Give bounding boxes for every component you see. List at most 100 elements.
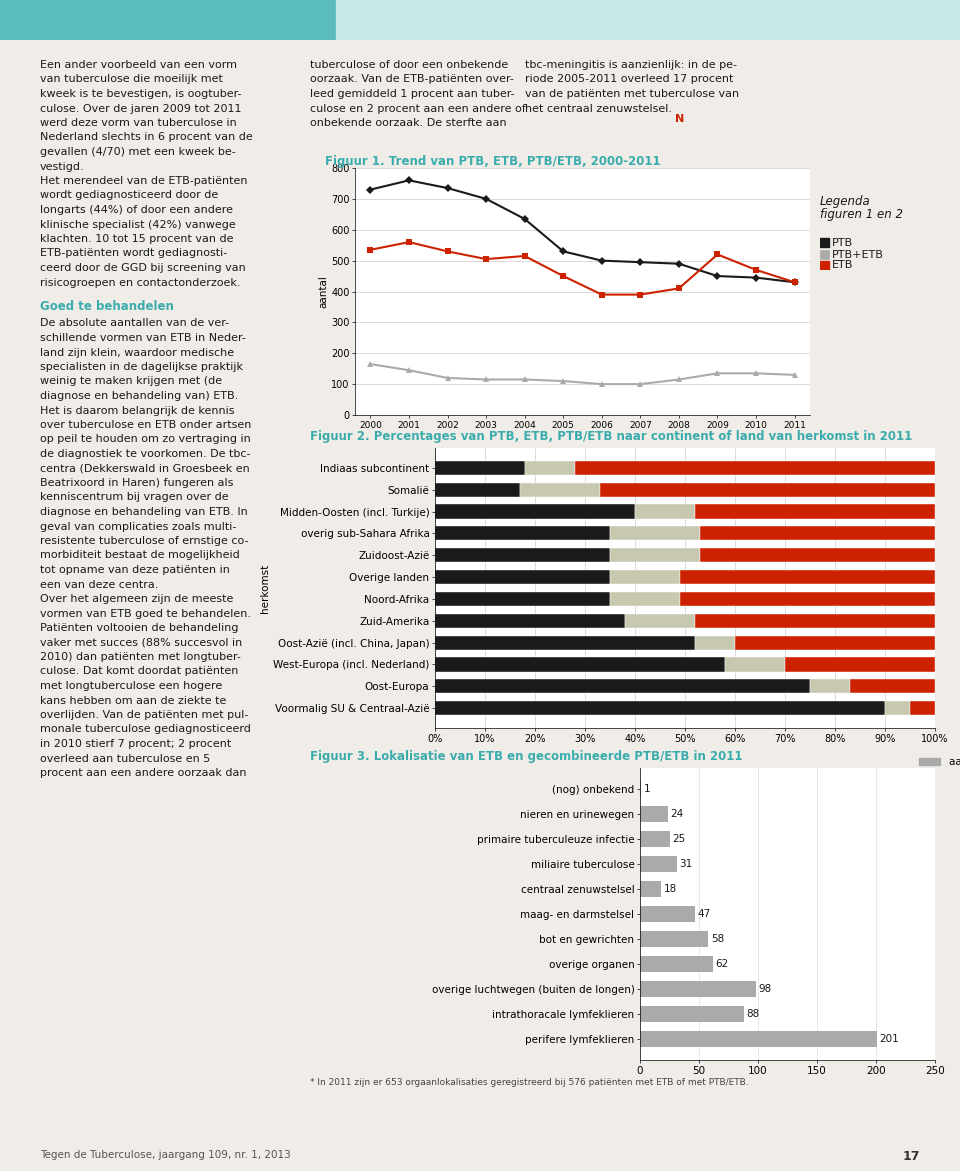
- Text: culose en 2 procent aan een andere of: culose en 2 procent aan een andere of: [310, 103, 526, 114]
- Y-axis label: aantal: aantal: [318, 275, 328, 308]
- Text: 1: 1: [643, 785, 650, 794]
- Bar: [610, 591, 680, 607]
- Text: vestigd.: vestigd.: [40, 162, 84, 171]
- Text: 2010) dan patiënten met longtuber-: 2010) dan patiënten met longtuber-: [40, 652, 241, 662]
- Bar: [640, 831, 669, 848]
- Text: de diagnostiek te voorkomen. De tbc-: de diagnostiek te voorkomen. De tbc-: [40, 448, 251, 459]
- Text: ETB: ETB: [832, 260, 853, 271]
- Text: Tegen de Tuberculose, jaargang 109, nr. 1, 2013: Tegen de Tuberculose, jaargang 109, nr. …: [40, 1150, 291, 1160]
- Bar: [680, 570, 935, 584]
- Bar: [435, 657, 725, 672]
- Text: kans hebben om aan de ziekte te: kans hebben om aan de ziekte te: [40, 696, 227, 705]
- Bar: [435, 460, 525, 475]
- Bar: [435, 526, 610, 541]
- Text: 25: 25: [672, 834, 685, 844]
- Text: Goed te behandelen: Goed te behandelen: [40, 300, 174, 313]
- Text: het centraal zenuwstelsel.: het centraal zenuwstelsel.: [525, 103, 672, 114]
- Text: van tuberculose die moeilijk met: van tuberculose die moeilijk met: [40, 75, 223, 84]
- Bar: [695, 505, 935, 519]
- Bar: [635, 505, 695, 519]
- Text: Over het algemeen zijn de meeste: Over het algemeen zijn de meeste: [40, 594, 233, 604]
- Text: tuberculose of door een onbekende: tuberculose of door een onbekende: [310, 60, 508, 70]
- Bar: [336, 0, 960, 40]
- Text: N: N: [675, 114, 684, 124]
- Bar: [725, 657, 785, 672]
- Bar: [785, 657, 935, 672]
- Text: Patiënten voltooien de behandeling: Patiënten voltooien de behandeling: [40, 623, 238, 634]
- Text: 201: 201: [879, 1034, 900, 1043]
- Bar: [435, 591, 610, 607]
- Bar: [640, 1006, 744, 1022]
- Bar: [735, 636, 935, 650]
- Bar: [0, 0, 336, 40]
- Bar: [435, 505, 635, 519]
- Bar: [695, 636, 735, 650]
- Text: culose. Dat komt doordat patiënten: culose. Dat komt doordat patiënten: [40, 666, 238, 677]
- Text: vaker met succes (88% succesvol in: vaker met succes (88% succesvol in: [40, 637, 242, 648]
- Text: over tuberculose en ETB onder artsen: over tuberculose en ETB onder artsen: [40, 420, 252, 430]
- Text: diagnose en behandeling van ETB. In: diagnose en behandeling van ETB. In: [40, 507, 248, 518]
- Bar: [435, 482, 520, 497]
- Text: tot opname van deze patiënten in: tot opname van deze patiënten in: [40, 564, 229, 575]
- Bar: [575, 460, 935, 475]
- Text: morbiditeit bestaat de mogelijkheid: morbiditeit bestaat de mogelijkheid: [40, 550, 240, 561]
- Text: 47: 47: [698, 909, 711, 919]
- Text: culose. Over de jaren 2009 tot 2011: culose. Over de jaren 2009 tot 2011: [40, 103, 242, 114]
- Bar: [850, 679, 935, 693]
- Text: diagnose en behandeling van) ETB.: diagnose en behandeling van) ETB.: [40, 391, 238, 400]
- Text: Een ander voorbeeld van een vorm: Een ander voorbeeld van een vorm: [40, 60, 237, 70]
- Bar: [640, 781, 641, 797]
- Text: specialisten in de dagelijkse praktijk: specialisten in de dagelijkse praktijk: [40, 362, 243, 372]
- Bar: [435, 614, 625, 628]
- Bar: [695, 614, 935, 628]
- Text: gevallen (4/70) met een kweek be-: gevallen (4/70) met een kweek be-: [40, 148, 236, 157]
- Text: Figuur 3. Lokalisatie van ETB en gecombineerde PTB/ETB in 2011: Figuur 3. Lokalisatie van ETB en gecombi…: [310, 749, 742, 763]
- Text: van de patiënten met tuberculose van: van de patiënten met tuberculose van: [525, 89, 739, 100]
- Bar: [625, 614, 695, 628]
- Text: vormen van ETB goed te behandelen.: vormen van ETB goed te behandelen.: [40, 609, 251, 618]
- Bar: [610, 570, 680, 584]
- Text: tbc-meningitis is aanzienlijk: in de pe-: tbc-meningitis is aanzienlijk: in de pe-: [525, 60, 737, 70]
- Bar: [810, 679, 850, 693]
- Text: monale tuberculose gediagnosticeerd: monale tuberculose gediagnosticeerd: [40, 725, 251, 734]
- Text: De absolute aantallen van de ver-: De absolute aantallen van de ver-: [40, 319, 229, 329]
- Bar: [680, 591, 935, 607]
- Text: centra (Dekkerswald in Groesbeek en: centra (Dekkerswald in Groesbeek en: [40, 464, 250, 473]
- Text: ETB-patiënten wordt gediagnosti-: ETB-patiënten wordt gediagnosti-: [40, 248, 228, 259]
- Bar: [820, 249, 829, 259]
- Bar: [640, 881, 661, 897]
- Bar: [640, 806, 668, 822]
- Bar: [910, 701, 935, 715]
- Bar: [640, 906, 695, 922]
- Text: 24: 24: [671, 809, 684, 820]
- Bar: [610, 526, 700, 541]
- Bar: [640, 931, 708, 947]
- Bar: [700, 526, 935, 541]
- Bar: [820, 238, 829, 247]
- Text: Figuur 1. Trend van PTB, ETB, PTB/ETB, 2000-2011: Figuur 1. Trend van PTB, ETB, PTB/ETB, 2…: [325, 155, 660, 167]
- Bar: [435, 570, 610, 584]
- Bar: [520, 482, 600, 497]
- Bar: [640, 956, 713, 972]
- Text: Het is daarom belangrijk de kennis: Het is daarom belangrijk de kennis: [40, 405, 234, 416]
- Text: weinig te maken krijgen met (de: weinig te maken krijgen met (de: [40, 377, 222, 386]
- Bar: [640, 980, 756, 997]
- Bar: [610, 548, 700, 562]
- Text: klachten. 10 tot 15 procent van de: klachten. 10 tot 15 procent van de: [40, 234, 233, 244]
- Bar: [700, 548, 935, 562]
- Text: longarts (44%) of door een andere: longarts (44%) of door een andere: [40, 205, 233, 215]
- Bar: [525, 460, 575, 475]
- Text: 58: 58: [710, 934, 724, 944]
- Text: Legenda: Legenda: [820, 196, 871, 208]
- Text: leed gemiddeld 1 procent aan tuber-: leed gemiddeld 1 procent aan tuber-: [310, 89, 515, 100]
- Text: Beatrixoord in Haren) fungeren als: Beatrixoord in Haren) fungeren als: [40, 478, 233, 488]
- Text: wordt gediagnosticeerd door de: wordt gediagnosticeerd door de: [40, 191, 218, 200]
- Text: Nederland slechts in 6 procent van de: Nederland slechts in 6 procent van de: [40, 132, 252, 143]
- Text: ceerd door de GGD bij screening van: ceerd door de GGD bij screening van: [40, 263, 246, 273]
- Text: onbekende oorzaak. De sterfte aan: onbekende oorzaak. De sterfte aan: [310, 118, 507, 128]
- Text: Het merendeel van de ETB-patiënten: Het merendeel van de ETB-patiënten: [40, 176, 248, 186]
- Text: geval van complicaties zoals multi-: geval van complicaties zoals multi-: [40, 521, 236, 532]
- Text: PTB+ETB: PTB+ETB: [832, 249, 884, 260]
- Text: risicogroepen en contactonderzoek.: risicogroepen en contactonderzoek.: [40, 278, 241, 288]
- Text: werd deze vorm van tuberculose in: werd deze vorm van tuberculose in: [40, 118, 237, 128]
